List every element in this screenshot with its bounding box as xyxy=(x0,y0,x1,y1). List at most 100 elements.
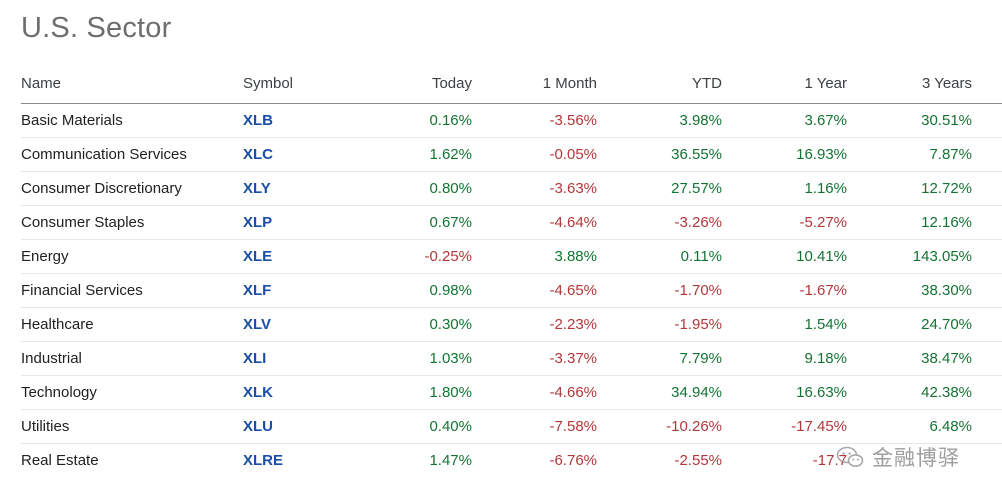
3-years-value-cell: 24.70% xyxy=(847,307,972,342)
header-symbol[interactable]: Symbol xyxy=(243,63,319,104)
symbol-cell: XLU xyxy=(243,409,319,444)
symbol-link[interactable]: XLF xyxy=(243,282,272,299)
symbol-cell: XLP xyxy=(243,205,319,240)
symbol-link[interactable]: XLB xyxy=(243,112,273,129)
1-year-value-cell: 1.16% xyxy=(722,171,847,206)
table-row[interactable]: Utilities XLU 0.40% -7.58% -10.26% -17.45% 6.4… xyxy=(21,409,1002,444)
today-value-cell: -0.25% xyxy=(319,239,472,274)
header-3-years[interactable]: 3 Years xyxy=(847,63,972,104)
table-row[interactable]: Communication Services XLC 1.62% -0.05% 36.5… xyxy=(21,137,1002,172)
symbol-link[interactable]: XLI xyxy=(243,350,267,367)
today-value-cell: 0.40% xyxy=(319,409,472,444)
ytd-value-cell: 27.57% xyxy=(597,171,722,206)
symbol-link[interactable]: XLU xyxy=(243,418,273,435)
table-header-row: Name Symbol Today 1 Month YTD 1 Year 3 Y… xyxy=(21,63,1002,104)
today-value-cell: 1.62% xyxy=(319,137,472,172)
sector-name-cell: Basic Materials xyxy=(21,103,243,138)
sector-name-cell: Consumer Staples xyxy=(21,205,243,240)
sector-name-cell: Communication Services xyxy=(21,137,243,172)
symbol-cell: XLI xyxy=(243,341,319,376)
symbol-link[interactable]: XLC xyxy=(243,146,273,163)
sector-name-cell: Technology xyxy=(21,375,243,410)
symbol-link[interactable]: XLK xyxy=(243,384,273,401)
table-row[interactable]: Healthcare XLV 0.30% -2.23% -1.95% 1.54% 24.70… xyxy=(21,307,1002,342)
today-value-cell: 0.80% xyxy=(319,171,472,206)
ytd-value-cell: 3.98% xyxy=(597,103,722,138)
ytd-value-cell: 34.94% xyxy=(597,375,722,410)
table-row[interactable]: Energy XLE -0.25% 3.88% 0.11% 10.41% 143.05% xyxy=(21,239,1002,274)
header-ytd[interactable]: YTD xyxy=(597,63,722,104)
1-year-value-cell: 3.67% xyxy=(722,103,847,138)
1-year-value-cell: 9.18% xyxy=(722,341,847,376)
1-year-value-cell: -1.67% xyxy=(722,273,847,308)
table-row[interactable]: Financial Services XLF 0.98% -4.65% -1.70% -1… xyxy=(21,273,1002,308)
overflow-cell xyxy=(972,205,1002,240)
sector-name-cell: Consumer Discretionary xyxy=(21,171,243,206)
1-year-value-cell: -17.7 xyxy=(812,452,847,469)
3-years-value-cell: 143.05% xyxy=(847,239,972,274)
table-row[interactable]: Consumer Staples XLP 0.67% -4.64% -3.26% -5.2… xyxy=(21,205,1002,240)
table-row[interactable]: Industrial XLI 1.03% -3.37% 7.79% 9.18% 38.47%… xyxy=(21,341,1002,376)
wechat-icon xyxy=(836,446,864,467)
overflow-cell xyxy=(972,137,1002,172)
1-year-value-cell: 16.63% xyxy=(722,375,847,410)
watermark-text: 金融博驿 xyxy=(872,446,960,470)
3-years-value-cell: 38.30% xyxy=(847,273,972,308)
1-year-value-cell: -5.27% xyxy=(722,205,847,240)
overflow-cell xyxy=(972,444,1002,478)
overflow-cell: 1 xyxy=(972,341,1002,376)
ytd-value-cell: -3.26% xyxy=(597,205,722,240)
symbol-link[interactable]: XLY xyxy=(243,180,271,197)
1-year-value-cell: 10.41% xyxy=(722,239,847,274)
symbol-link[interactable]: XLRE xyxy=(243,452,284,469)
header-1-year[interactable]: 1 Year xyxy=(722,63,847,104)
overflow-cell: 1 xyxy=(972,171,1002,206)
symbol-cell: XLE xyxy=(243,239,319,274)
3-years-value-cell: 7.87% xyxy=(847,137,972,172)
3-years-value-cell: 6.48% xyxy=(847,409,972,444)
1-month-value-cell: -6.76% xyxy=(549,452,597,469)
overflow-cell xyxy=(972,375,1002,410)
sector-name-cell: Real Estate xyxy=(21,452,99,469)
symbol-cell: XLK xyxy=(243,375,319,410)
overflow-cell xyxy=(972,103,1002,138)
symbol-cell: XLV xyxy=(243,307,319,342)
symbol-cell: XLRE xyxy=(243,444,319,478)
overflow-cell xyxy=(972,409,1002,444)
sector-name-cell: Industrial xyxy=(21,341,243,376)
today-value-cell: 1.03% xyxy=(319,341,472,376)
ytd-value-cell: 36.55% xyxy=(597,137,722,172)
sector-name-cell: Healthcare xyxy=(21,307,243,342)
today-value-cell: 0.67% xyxy=(319,205,472,240)
overflow-cell xyxy=(972,239,1002,274)
1-month-value-cell: -4.64% xyxy=(472,205,597,240)
symbol-cell: XLF xyxy=(243,273,319,308)
table-row[interactable]: Consumer Discretionary XLY 0.80% -3.63% 27.5… xyxy=(21,171,1002,206)
sector-name-cell: Energy xyxy=(21,239,243,274)
1-month-value-cell: -0.05% xyxy=(472,137,597,172)
3-years-value-cell: 12.72% xyxy=(847,171,972,206)
symbol-cell: XLY xyxy=(243,171,319,206)
header-name[interactable]: Name xyxy=(21,63,243,104)
table-body: Basic Materials XLB 0.16% -3.56% 3.98% 3.67% 3… xyxy=(21,103,1002,478)
1-month-value-cell: -3.56% xyxy=(472,103,597,138)
3-years-value-cell: 38.47% xyxy=(847,341,972,376)
ytd-value-cell: -1.70% xyxy=(597,273,722,308)
sector-name-cell: Utilities xyxy=(21,409,243,444)
1-year-value-cell: -17.45% xyxy=(722,409,847,444)
table-row[interactable]: Basic Materials XLB 0.16% -3.56% 3.98% 3.67% 3… xyxy=(21,103,1002,138)
header-1-month[interactable]: 1 Month xyxy=(472,63,597,104)
ytd-value-cell: -2.55% xyxy=(674,452,722,469)
page-title: U.S. Sector xyxy=(21,12,172,44)
symbol-link[interactable]: XLP xyxy=(243,214,273,231)
symbol-link[interactable]: XLV xyxy=(243,316,272,333)
today-value-cell: 0.98% xyxy=(319,273,472,308)
3-years-value-cell: 12.16% xyxy=(847,205,972,240)
ytd-value-cell: 0.11% xyxy=(597,239,722,274)
table-row[interactable]: Real Estate XLRE 1.47% -6.76% -2.55% -17.7 xyxy=(21,444,1002,478)
ytd-value-cell: -1.95% xyxy=(597,307,722,342)
header-today[interactable]: Today xyxy=(319,63,472,104)
symbol-link[interactable]: XLE xyxy=(243,248,273,265)
1-month-value-cell: 3.88% xyxy=(472,239,597,274)
table-row[interactable]: Technology XLK 1.80% -4.66% 34.94% 16.63% 42.3… xyxy=(21,375,1002,410)
